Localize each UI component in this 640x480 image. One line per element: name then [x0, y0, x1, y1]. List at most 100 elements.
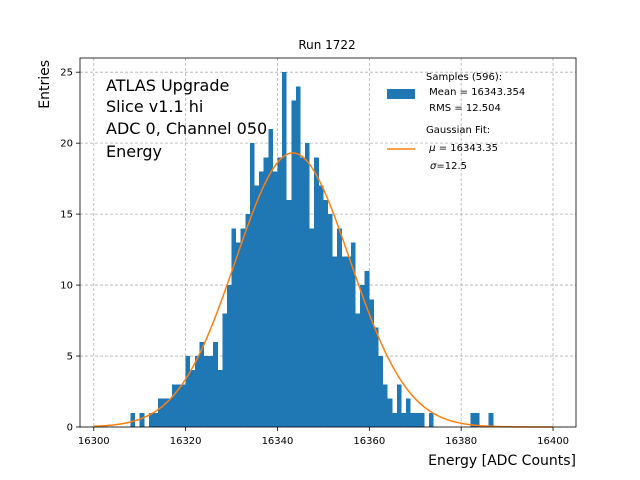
histogram-bar	[176, 384, 182, 427]
histogram-bar	[300, 157, 306, 427]
info-line-experiment: ATLAS Upgrade	[106, 76, 229, 95]
histogram-bar	[309, 228, 315, 427]
histogram-bar	[470, 412, 475, 427]
y-tick-label: 25	[60, 68, 73, 79]
histogram-bar	[204, 356, 209, 427]
histogram-bar	[291, 100, 296, 428]
histogram-bar	[222, 313, 227, 427]
legend-samples-rms: RMS = 12.504	[426, 103, 501, 114]
histogram-bar	[236, 242, 241, 427]
histogram-bar	[185, 356, 191, 427]
histogram-bar	[277, 157, 283, 427]
histogram-bar	[139, 412, 145, 427]
x-tick-label: 16340	[262, 436, 294, 447]
histogram-bar	[318, 185, 324, 427]
histogram-bar	[254, 185, 260, 427]
legend-swatch-samples	[387, 89, 415, 99]
fit-curve	[93, 152, 554, 428]
histogram-bar	[350, 242, 356, 427]
legend: Samples (596): Mean = 16343.354 RMS = 12…	[387, 72, 525, 172]
histogram-bar	[341, 256, 347, 427]
histogram-bar	[190, 370, 195, 427]
histogram-bar	[268, 128, 273, 427]
histogram-bar	[259, 171, 264, 427]
x-axis-label: Energy [ADC Counts]	[428, 453, 576, 469]
y-tick-label: 15	[60, 210, 73, 221]
histogram-bar	[373, 327, 379, 427]
histogram-bar	[249, 143, 255, 427]
histogram-bar	[396, 384, 402, 427]
histogram-bar	[364, 270, 370, 427]
histogram-bar	[337, 228, 342, 427]
histogram-bar	[263, 157, 269, 427]
histogram-bar	[328, 214, 333, 427]
histogram-bar	[162, 398, 168, 427]
histogram-bar	[148, 412, 154, 427]
histogram-bar	[295, 86, 301, 427]
histogram-bar	[369, 299, 374, 427]
histogram-bar	[158, 398, 163, 427]
histogram-bar	[314, 157, 319, 427]
histogram-bar	[488, 412, 494, 427]
histogram-bar	[240, 228, 246, 427]
legend-samples-label: Samples (596):	[426, 72, 502, 83]
axes-frame	[79, 57, 577, 428]
histogram-bar	[360, 285, 365, 427]
histogram-bar	[410, 412, 416, 427]
histogram-bar	[286, 199, 292, 427]
histogram-bar	[272, 171, 278, 427]
legend-fit-sigma: σ=12.5	[430, 161, 467, 172]
histogram-bar	[171, 384, 177, 427]
histogram-bar	[167, 398, 172, 427]
histogram-bar	[199, 341, 204, 427]
histogram-bar	[217, 370, 223, 427]
y-axis-label: Entries	[37, 60, 53, 109]
x-tick-label: 16320	[170, 436, 202, 447]
axes	[79, 57, 577, 428]
y-tick-label: 5	[67, 352, 73, 363]
y-tick-label: 0	[67, 423, 73, 434]
x-tick-label: 16380	[445, 436, 477, 447]
histogram-bar	[213, 341, 218, 427]
histogram-bar	[305, 143, 310, 427]
legend-fit-label: Gaussian Fit:	[426, 125, 490, 136]
histogram-bar	[392, 412, 397, 427]
info-line-quantity: Energy	[106, 142, 162, 161]
histogram-bar	[245, 214, 250, 427]
histogram-bar	[282, 72, 287, 427]
histogram-bar	[130, 412, 136, 427]
ticks: 16300 16320 16340 16360 16380 16400 0 5 10 15 20 25	[60, 68, 569, 447]
histogram-bar	[415, 412, 420, 427]
histogram-bar	[406, 398, 411, 427]
histogram-bar	[401, 412, 407, 427]
histogram-bar	[323, 199, 328, 427]
histogram-bar	[419, 412, 425, 427]
info-line-channel: ADC 0, Channel 050	[106, 119, 267, 138]
info-box: ATLAS Upgrade Slice v1.1 hi ADC 0, Chann…	[106, 76, 267, 161]
histogram-bar	[181, 384, 186, 427]
x-tick-label: 16400	[537, 436, 569, 447]
histogram-bar	[194, 356, 200, 427]
histogram-bar	[378, 356, 384, 427]
legend-samples-mean: Mean = 16343.354	[426, 87, 525, 98]
histogram-bar	[231, 228, 237, 427]
histogram-bar	[474, 412, 480, 427]
x-tick-label: 16360	[353, 436, 385, 447]
histogram-bar	[226, 285, 232, 427]
histogram-bar	[332, 256, 338, 427]
histogram-bar	[208, 356, 214, 427]
y-tick-label: 20	[60, 139, 73, 150]
x-tick-label: 16300	[78, 436, 110, 447]
histogram-bar	[387, 398, 393, 427]
gaussian-fit	[93, 152, 554, 428]
histogram-bar	[429, 412, 434, 427]
histogram-bar	[383, 384, 388, 427]
legend-fit-mu: μ = 16343.35	[426, 143, 498, 154]
info-line-slice: Slice v1.1 hi	[106, 97, 203, 116]
chart-title: Run 1722	[298, 38, 355, 52]
histogram-bar	[346, 256, 351, 427]
histogram-bar	[355, 313, 361, 427]
histogram-bar	[153, 412, 159, 427]
